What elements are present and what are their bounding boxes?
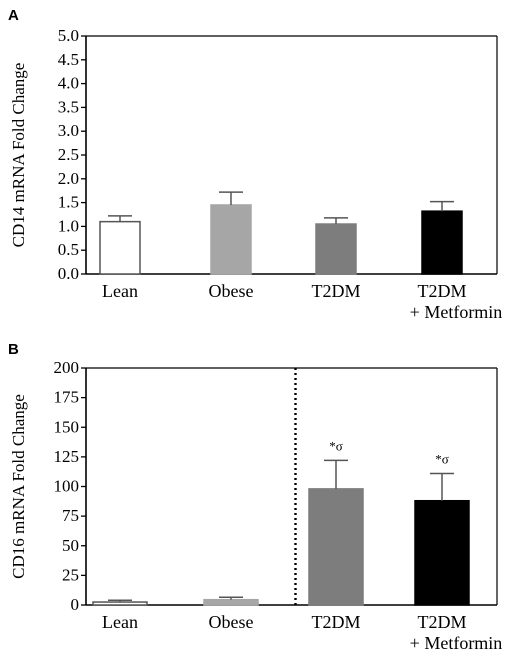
y-tick-label: 3.0 [58, 121, 79, 140]
y-tick-label: 125 [54, 447, 80, 466]
y-tick-label: 2.0 [58, 169, 79, 188]
y-tick-label: 25 [62, 565, 79, 584]
y-tick-label: 0.0 [58, 264, 79, 283]
y-tick-label: 3.5 [58, 97, 79, 116]
y-tick-label: 75 [62, 506, 79, 525]
chart-panel-b: B 0 25 50 75 100 125 150 175 200 CD16 mRNA Fold Ch… [8, 341, 502, 653]
y-tick-label: 200 [54, 358, 80, 377]
bar [308, 488, 364, 606]
y-tick-label: 5.0 [58, 26, 79, 45]
y-axis-label: CD14 mRNA Fold Change [9, 63, 28, 248]
significance-annotation: *σ [435, 451, 449, 466]
y-tick-label: 150 [54, 417, 80, 436]
x-category-label: + Metformin [410, 633, 503, 653]
y-tick-label: 1.0 [58, 216, 79, 235]
y-axis-label: CD16 mRNA Fold Change [9, 394, 28, 579]
y-tick-label: 100 [54, 477, 80, 496]
bar [414, 499, 470, 606]
x-category-label: Obese [209, 612, 254, 632]
y-tick-label: 0 [71, 595, 80, 614]
y-tick-label: 175 [54, 388, 80, 407]
x-category-label: T2DM [418, 612, 467, 632]
x-category-label: Obese [209, 281, 254, 301]
y-tick-label: 50 [62, 536, 79, 555]
bar [92, 601, 148, 606]
bar [421, 210, 463, 275]
panel-letter: B [8, 341, 19, 358]
bar [210, 204, 252, 275]
x-category-label: Lean [102, 281, 138, 301]
y-tick-label: 4.0 [58, 74, 79, 93]
x-category-label: Lean [102, 612, 138, 632]
bar [99, 220, 141, 275]
y-tick-label: 0.5 [58, 240, 79, 259]
x-category-label: T2DM [312, 281, 361, 301]
bar [315, 223, 357, 275]
chart-panel-a: A 0.0 0.5 1.0 1.5 2.0 2.5 3.0 3.5 4.0 4.5 5.0 CD14 m… [8, 7, 502, 322]
y-tick-label: 2.5 [58, 145, 79, 164]
y-tick-label: 1.5 [58, 193, 79, 212]
x-category-label: + Metformin [410, 302, 503, 322]
significance-annotation: *σ [329, 438, 343, 453]
panel-letter: A [8, 7, 19, 24]
bar [203, 598, 259, 606]
x-category-label: T2DM [312, 612, 361, 632]
y-tick-label: 4.5 [58, 50, 79, 69]
x-category-label: T2DM [418, 281, 467, 301]
